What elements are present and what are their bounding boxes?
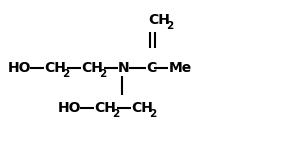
Text: Me: Me: [169, 61, 192, 75]
Text: 2: 2: [166, 21, 173, 31]
Text: 2: 2: [149, 109, 156, 119]
Text: 2: 2: [99, 69, 106, 79]
Text: N: N: [118, 61, 129, 75]
Text: CH: CH: [44, 61, 66, 75]
Text: CH: CH: [94, 101, 116, 115]
Text: CH: CH: [148, 13, 170, 27]
Text: CH: CH: [131, 101, 153, 115]
Text: 2: 2: [112, 109, 119, 119]
Text: HO: HO: [8, 61, 31, 75]
Text: C: C: [146, 61, 156, 75]
Text: CH: CH: [81, 61, 103, 75]
Text: 2: 2: [62, 69, 69, 79]
Text: HO: HO: [58, 101, 81, 115]
